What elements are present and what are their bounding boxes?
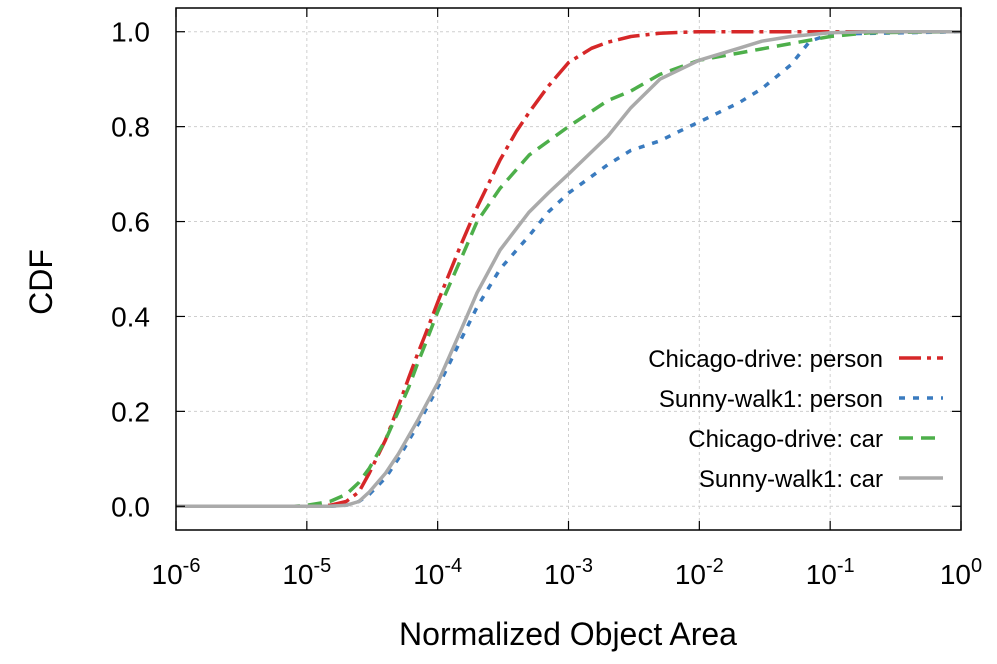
legend-label: Chicago-drive: person (648, 346, 883, 373)
series-line-0 (176, 29, 961, 509)
y-tick-label: 0.2 (111, 396, 150, 427)
x-tick-label: 10-6 (152, 555, 201, 590)
y-tick-label: 0.4 (111, 301, 150, 332)
legend-label: Sunny-walk1: car (699, 466, 883, 493)
y-tick-label: 1.0 (111, 17, 150, 48)
x-axis-label: Normalized Object Area (399, 616, 737, 652)
series-lines (176, 29, 962, 509)
x-tick-label: 10-2 (675, 555, 724, 590)
legend-label: Sunny-walk1: person (659, 386, 883, 413)
y-tick-label: 0.0 (111, 491, 150, 522)
x-tick-label: 100 (940, 555, 982, 590)
x-tick-label: 10-1 (806, 555, 855, 590)
y-axis-label: CDF (23, 249, 59, 315)
y-tick-label: 0.6 (111, 207, 150, 238)
series-line-3 (176, 29, 961, 509)
legend: Chicago-drive: person Sunny-walk1: person… (648, 346, 943, 493)
axis-ticks: 10-6 10-5 10-4 10-3 10-2 10-1 100 0.0 0.2 0.4 0.6 0… (111, 8, 982, 590)
y-tick-label: 0.8 (111, 112, 150, 143)
x-tick-label: 10-5 (282, 555, 331, 590)
x-tick-label: 10-4 (413, 555, 462, 590)
series-line-2 (176, 29, 962, 509)
x-tick-label: 10-3 (544, 555, 593, 590)
legend-label: Chicago-drive: car (688, 426, 883, 453)
